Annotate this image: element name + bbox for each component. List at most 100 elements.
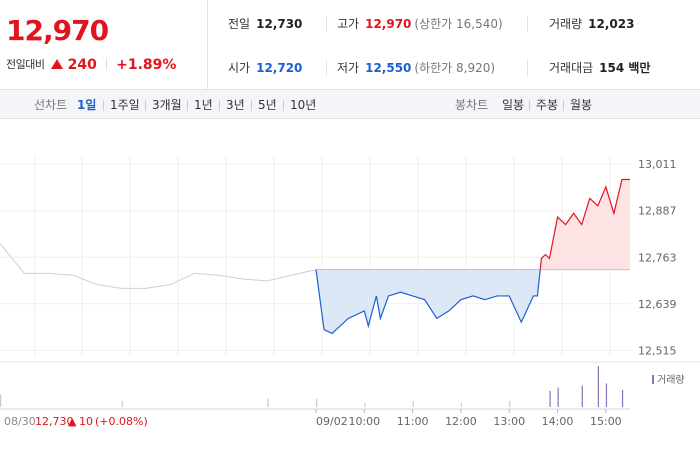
stat-label: 전일 [228, 17, 251, 31]
prev-day-series [0, 243, 317, 289]
current-price-box: 12,970 전일대비 240 +1.89% [0, 0, 208, 90]
x-tick-label: 12:00 [445, 415, 477, 428]
divider [326, 16, 327, 32]
period-1w[interactable]: 1주일 [110, 98, 140, 112]
x-tick-label: 09/02 [316, 415, 348, 428]
stat-label: 거래량 [549, 17, 583, 31]
volume-bar [267, 398, 269, 407]
change-label: 전일대비 [6, 58, 45, 71]
prev-day-label: 08/30 12,730 ▲ 10 (+0.08%) [4, 415, 148, 428]
stat-value: 12,720 [256, 61, 303, 75]
divider [527, 16, 528, 32]
up-triangle-icon [50, 59, 63, 69]
stat-value: 154 백만 [599, 61, 651, 75]
y-tick-label: 12,515 [638, 344, 677, 357]
stat-sub: (하한가 8,920) [414, 61, 496, 75]
y-tick-label: 12,763 [638, 251, 677, 264]
up-area [540, 179, 630, 270]
stat-label: 시가 [228, 61, 251, 75]
volume-legend: 거래량 [652, 374, 685, 386]
divider [103, 100, 104, 111]
period-5y[interactable]: 5년 [258, 98, 277, 112]
volume-bar [581, 385, 583, 407]
volume-bar [621, 389, 624, 407]
down-line [315, 269, 541, 335]
period-daily-candle[interactable]: 일봉 [502, 98, 525, 112]
stat-high: 고가 12,970 (상한가 16,540) [337, 15, 503, 32]
volume-bar [549, 390, 551, 407]
divider [326, 60, 327, 76]
x-tick-label: 11:00 [397, 415, 429, 428]
period-1y[interactable]: 1년 [194, 98, 213, 112]
volume-bar [412, 401, 414, 407]
stat-amount: 거래대금 154 백만 [549, 59, 650, 76]
prev-day-date: 08/30 [4, 415, 36, 428]
divider [251, 100, 252, 111]
stat-prev-close: 전일 12,730 [228, 15, 302, 32]
divider [527, 60, 528, 76]
current-price: 12,970 [6, 14, 109, 47]
period-bar: 선차트 1일 1주일 3개월 1년 3년 5년 10년 봉차트 일봉 주봉 월봉 [0, 90, 700, 119]
volume-bar [460, 402, 463, 407]
prev-day-rate: (+0.08%) [95, 415, 148, 428]
divider [219, 100, 220, 111]
prev-day-line [0, 243, 317, 289]
divider [145, 100, 146, 111]
x-axis: 09/02 10:00 11:00 12:00 13:00 14:00 15:00 [315, 409, 622, 428]
divider [106, 58, 107, 70]
y-axis: 13,011 12,887 12,763 12,639 12,515 [638, 158, 677, 357]
price-change: 전일대비 240 +1.89% [6, 54, 176, 73]
line-chart-label: 선차트 [34, 98, 68, 112]
x-tick-label: 13:00 [493, 415, 525, 428]
stat-label: 고가 [337, 17, 360, 31]
period-weekly-candle[interactable]: 주봉 [536, 98, 559, 112]
volume-bars [0, 366, 624, 407]
chart-grid [0, 155, 700, 410]
divider [187, 100, 188, 111]
period-10y[interactable]: 10년 [290, 98, 317, 112]
period-monthly-candle[interactable]: 월봉 [570, 98, 593, 112]
stat-label: 저가 [337, 61, 360, 75]
prev-day-change-arrow: ▲ [68, 415, 77, 428]
x-tick-label: 10:00 [348, 415, 380, 428]
x-tick-label: 15:00 [590, 415, 622, 428]
stat-open: 시가 12,720 [228, 59, 302, 76]
up-line [539, 178, 630, 270]
volume-bar [0, 394, 2, 407]
divider [563, 100, 564, 111]
candle-chart-label: 봉차트 [455, 98, 489, 112]
stat-value: 12,970 [365, 17, 412, 31]
volume-legend-swatch [652, 375, 654, 384]
stat-low: 저가 12,550 (하한가 8,920) [337, 59, 495, 76]
volume-bar [597, 366, 599, 407]
volume-bar [509, 400, 511, 407]
volume-bar [121, 400, 123, 407]
period-1d[interactable]: 1일 [77, 98, 97, 112]
plot-background [0, 155, 630, 358]
period-3y[interactable]: 3년 [226, 98, 245, 112]
divider [529, 100, 530, 111]
y-tick-label: 12,887 [638, 205, 677, 218]
prev-day-price: 12,730 [35, 415, 74, 428]
stat-value: 12,023 [588, 17, 635, 31]
volume-legend-label: 거래량 [657, 374, 685, 386]
down-area [316, 269, 541, 334]
y-tick-label: 13,011 [638, 158, 677, 171]
prev-day-change: 10 [79, 415, 93, 428]
x-tick-label: 14:00 [542, 415, 574, 428]
change-value: 240 [67, 57, 97, 73]
volume-bar [605, 383, 608, 407]
period-3m[interactable]: 3개월 [152, 98, 182, 112]
stat-value: 12,550 [365, 61, 412, 75]
divider [283, 100, 284, 111]
volume-bar [316, 398, 318, 407]
price-chart[interactable]: 13,011 12,887 12,763 12,639 12,515 09/02 10:0… [0, 119, 700, 450]
price-area-fill [316, 179, 630, 334]
change-rate: +1.89% [116, 57, 177, 73]
y-tick-label: 12,639 [638, 298, 677, 311]
stat-volume: 거래량 12,023 [549, 15, 634, 32]
volume-bar [364, 402, 366, 407]
price-series [315, 178, 630, 335]
stat-label: 거래대금 [549, 61, 594, 75]
stat-value: 12,730 [256, 17, 303, 31]
